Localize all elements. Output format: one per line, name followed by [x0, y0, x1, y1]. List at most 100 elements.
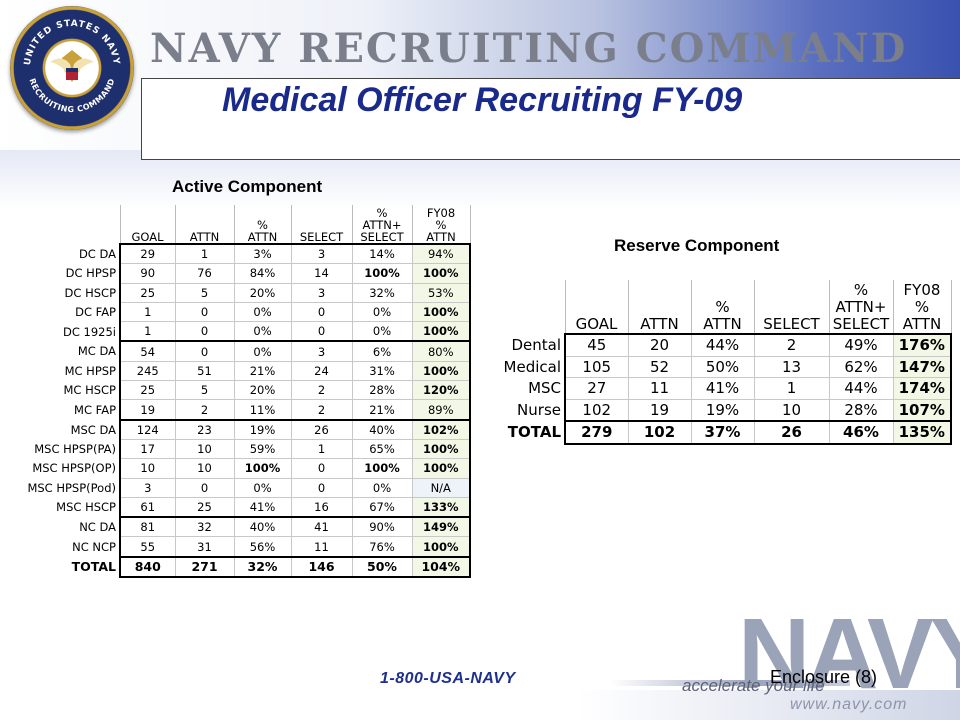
table-cell: 107% [892, 398, 952, 422]
column-header: % [411, 219, 471, 231]
row-label: DC DA [78, 246, 116, 261]
table-cell: 133% [411, 496, 471, 519]
column-header: ATTN [233, 231, 292, 244]
table-cell: 76 [174, 263, 235, 284]
row-label: MSC HPSP(Pod) [27, 480, 116, 495]
table-cell: 0 [290, 301, 353, 323]
table-row: DC FAP 1 0 0% 0 0% 100% [0, 301, 471, 323]
table-cell: 0 [174, 340, 235, 362]
table-cell: 100% [411, 263, 471, 284]
row-label: NC NCP [72, 539, 116, 554]
table-row: MSC HSCP 61 25 41% 16 67% 133% [0, 496, 471, 519]
header-fade [0, 150, 960, 210]
table-cell: 3% [233, 243, 292, 265]
table-cell: 56% [233, 536, 292, 558]
column-header: ATTN+ [351, 219, 413, 231]
table-cell: 3 [290, 243, 353, 265]
table-row: NC NCP 55 31 56% 11 76% 100% [0, 536, 471, 558]
seal-emblem-icon: UNITED STATES NAVY RECRUITING COMMAND [23, 19, 120, 114]
table-cell: 50% [690, 355, 755, 378]
table-row: DC DA 29 1 3% 3 14% 94% [0, 243, 471, 265]
column-header [119, 205, 176, 219]
table-cell: 100% [411, 536, 471, 558]
row-label: DC HPSP [65, 266, 116, 281]
table-row: MC HPSP 245 51 21% 24 31% 100% [0, 360, 471, 382]
row-label: NC DA [79, 520, 116, 535]
table-cell: 94% [411, 243, 471, 265]
table-cell: 146 [290, 555, 353, 579]
table-cell: 1 [119, 321, 176, 343]
table-row: MSC DA 124 23 19% 26 40% 102% [0, 418, 471, 440]
table-cell: 21% [233, 360, 292, 382]
header-corner [0, 219, 120, 231]
column-header [119, 219, 176, 231]
enclosure-label: Enclosure (8) [770, 667, 878, 687]
table-cell: 19% [233, 418, 292, 440]
table-cell: 20% [233, 380, 292, 401]
column-header: ATTN [690, 316, 755, 334]
table-cell: 62% [828, 355, 894, 378]
table-cell: 120% [411, 380, 471, 401]
table-cell: 10 [174, 458, 235, 479]
table-row: MSC HPSP(Pod) 3 0 0% 0 0% N/A [0, 477, 471, 498]
column-header: FY08 [411, 205, 471, 219]
table-cell: 25 [174, 496, 235, 519]
table-row: Medical 105 52 50% 13 62% 147% [493, 355, 952, 378]
table-cell: 27 [564, 377, 629, 400]
table-cell: 1 [174, 243, 235, 265]
column-header [233, 205, 292, 219]
table-cell: 51 [174, 360, 235, 382]
column-header: ATTN [627, 316, 692, 334]
table-cell: 840 [119, 555, 176, 579]
table-cell: 50% [351, 555, 413, 579]
table-cell: 37% [690, 420, 755, 445]
table-row: MSC HPSP(OP) 10 10 100% 0 100% 100% [0, 458, 471, 479]
table-cell: 1 [290, 438, 353, 460]
table-cell: 55 [119, 536, 176, 558]
navy-website: www.navy.com [790, 696, 908, 713]
row-label: MSC HSCP [56, 500, 116, 515]
row-label: Medical [503, 357, 561, 376]
table-cell: 45 [564, 333, 629, 357]
table-cell: 174% [892, 377, 952, 400]
table-cell: 1 [753, 377, 830, 400]
row-label: DC 1925i [62, 324, 116, 339]
table-cell: 0 [290, 321, 353, 343]
reserve-component-table: % FY08% ATTN+% GOAL ATTN ATTN SELECT SELECT ATTN… [493, 280, 952, 445]
table-cell: 59% [233, 438, 292, 460]
row-label: TOTAL [71, 559, 116, 575]
recruiting-phone-number: 1-800-USA-NAVY [380, 670, 516, 687]
table-cell: 11 [627, 377, 692, 400]
header-corner [493, 316, 565, 334]
table-cell: 0% [351, 301, 413, 323]
table-cell: 28% [351, 380, 413, 401]
org-title: NAVY RECRUITING COMMAND [150, 25, 908, 72]
column-header: ATTN [174, 231, 235, 244]
header-corner [493, 280, 565, 299]
table-cell: 21% [351, 399, 413, 421]
footer-swoosh [610, 680, 850, 686]
table-cell: 124 [119, 418, 176, 440]
header-corner [0, 231, 120, 244]
table-cell: 10 [753, 398, 830, 422]
table-row: MC HSCP 25 5 20% 2 28% 120% [0, 380, 471, 401]
table-row: MSC 27 11 41% 1 44% 174% [493, 377, 952, 400]
table-cell: 279 [564, 420, 629, 445]
table-cell: 0 [174, 301, 235, 323]
active-component-label: Active Component [172, 177, 323, 196]
row-label: Nurse [517, 401, 561, 419]
table-row: MC FAP 19 2 11% 2 21% 89% [0, 399, 471, 421]
row-label: MC HSCP [63, 383, 116, 398]
column-header [564, 280, 629, 299]
column-header: GOAL [564, 316, 629, 334]
table-cell: 1 [119, 301, 176, 323]
table-cell: 5 [174, 380, 235, 401]
column-header [290, 205, 353, 219]
column-header: % [690, 299, 755, 316]
table-cell: 16 [290, 496, 353, 519]
table-cell: 245 [119, 360, 176, 382]
column-header: SELECT [828, 316, 894, 334]
table-cell: 271 [174, 555, 235, 579]
row-label: Dental [511, 336, 561, 354]
table-cell: 90% [351, 516, 413, 538]
